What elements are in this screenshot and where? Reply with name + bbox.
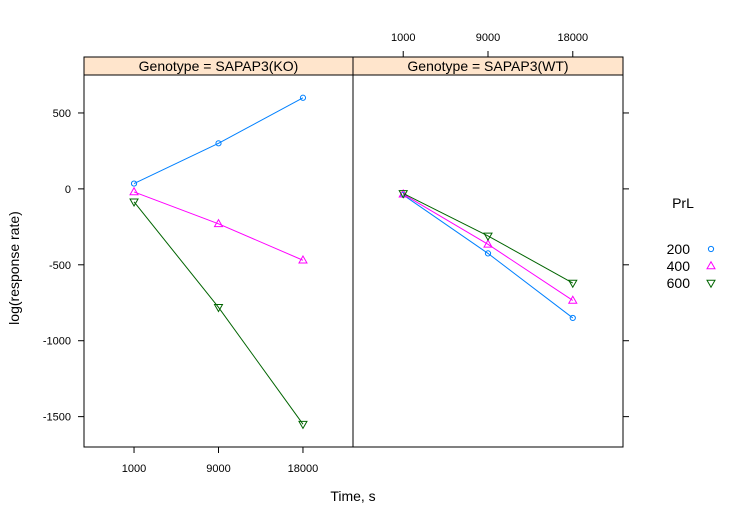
panel-strip-label: Genotype = SAPAP3(WT) — [407, 58, 568, 74]
legend-label: 600 — [667, 275, 691, 291]
x-tick-label: 18000 — [288, 463, 319, 475]
data-point — [298, 420, 308, 430]
x-tick-label: 18000 — [557, 32, 588, 44]
panel-frame — [352, 74, 624, 448]
y-tick-label: 500 — [53, 108, 71, 120]
legend-marker — [707, 245, 715, 253]
data-point — [484, 250, 492, 257]
panel-frame — [83, 74, 354, 448]
y-axis-title: log(response rate) — [6, 211, 22, 325]
data-point — [129, 186, 139, 196]
data-point — [569, 314, 576, 322]
series-line-600 — [133, 201, 304, 425]
data-point — [298, 255, 308, 264]
axes-layer: 1000 1000 9000 9000 18000 18000 500 0 -500 -1000 -… — [43, 32, 629, 475]
legend-title: PrL — [672, 195, 694, 211]
data-point — [567, 279, 578, 289]
y-tick-label: -1000 — [43, 336, 71, 348]
x-tick-label: 1000 — [391, 32, 415, 44]
data-point — [213, 304, 224, 313]
legend-label: 400 — [667, 258, 691, 274]
y-tick-label: -1500 — [43, 412, 71, 424]
legend-marker — [706, 260, 716, 270]
legend-marker — [706, 279, 716, 289]
y-tick-label: -500 — [49, 260, 71, 272]
data-point — [299, 94, 307, 101]
series-line-400 — [402, 193, 574, 301]
data-point — [130, 180, 138, 187]
x-axis-title: Time, s — [330, 488, 375, 504]
x-tick-label: 9000 — [476, 32, 500, 44]
panels-layer: Genotype = SAPAP3(KO) Genotype = SAPAP3(W… — [83, 56, 624, 448]
series-line-400 — [133, 191, 304, 261]
series-line-200 — [133, 97, 304, 185]
data-point — [398, 190, 409, 199]
panel-2: Genotype = SAPAP3(WT) — [352, 56, 624, 448]
data-point — [567, 295, 578, 304]
data-point — [483, 239, 493, 248]
panel-strip-label: Genotype = SAPAP3(KO) — [139, 58, 299, 74]
series-line-200 — [402, 194, 574, 319]
data-point — [213, 218, 224, 228]
legend-label: 200 — [667, 241, 691, 257]
x-tick-label: 1000 — [122, 463, 146, 475]
panel-1: Genotype = SAPAP3(KO) — [83, 56, 354, 448]
x-tick-label: 9000 — [206, 463, 230, 475]
series-line-600 — [402, 192, 574, 284]
data-point — [483, 232, 493, 242]
data-point — [129, 198, 139, 207]
data-point — [215, 140, 222, 147]
y-tick-label: 0 — [65, 184, 71, 196]
